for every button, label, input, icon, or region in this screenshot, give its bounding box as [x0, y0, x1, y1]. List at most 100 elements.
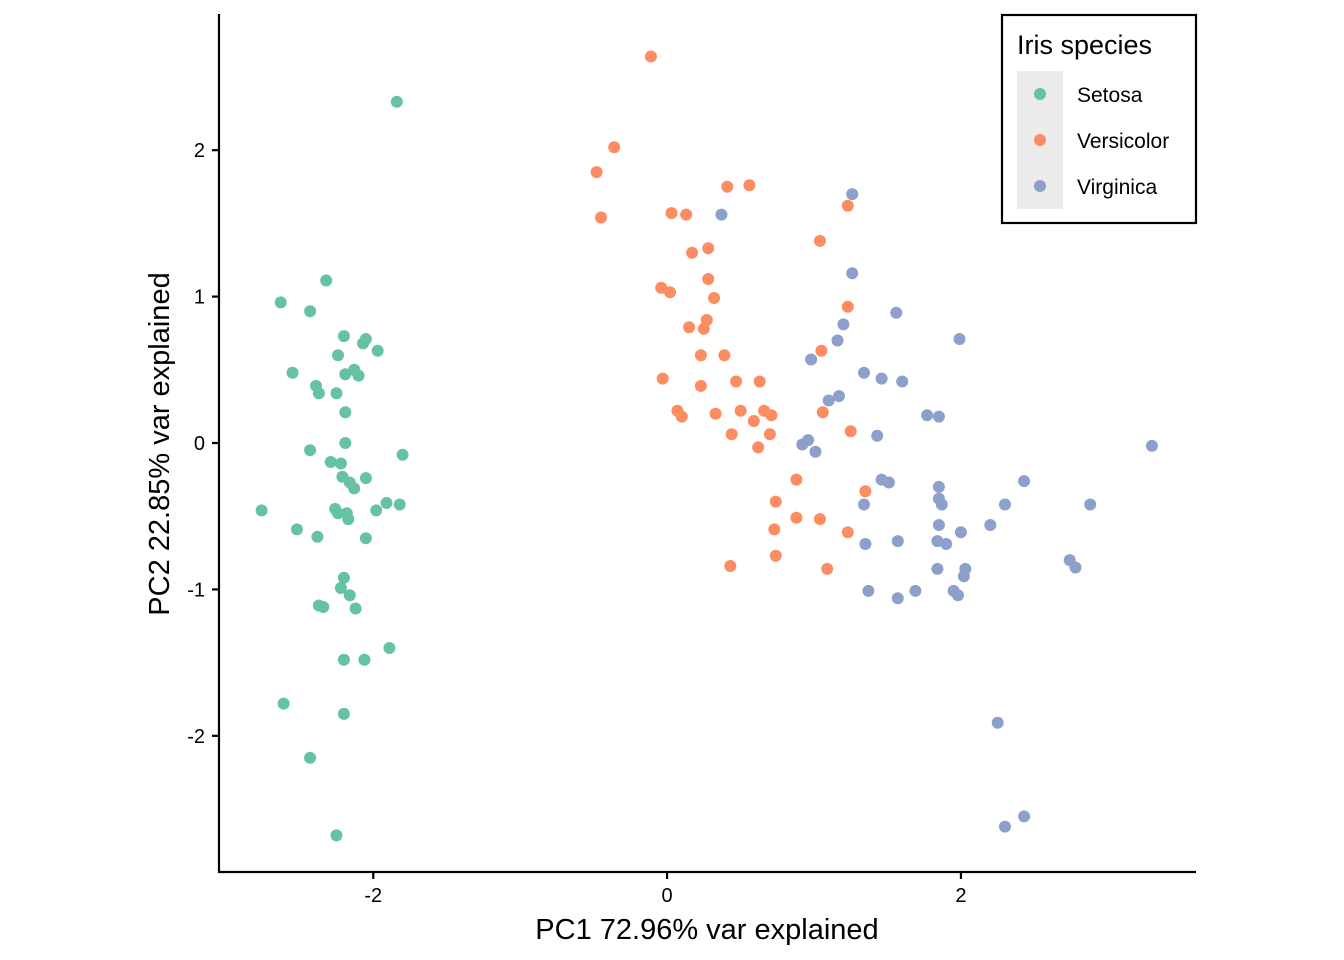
- point-versicolor-23: [656, 372, 669, 385]
- legend-title: Iris species: [1017, 30, 1152, 60]
- point-versicolor-46: [769, 549, 782, 562]
- legend-marker-setosa: [1034, 88, 1046, 100]
- point-virginica-23: [1018, 475, 1031, 488]
- y-tick-label-3: 1: [194, 287, 205, 309]
- point-virginica-38: [931, 562, 944, 575]
- point-versicolor-8: [841, 199, 854, 212]
- point-versicolor-41: [769, 495, 782, 508]
- point-virginica-26: [858, 498, 870, 511]
- point-virginica-5: [953, 333, 966, 345]
- point-virginica-21: [882, 476, 895, 489]
- point-versicolor-7: [680, 208, 693, 221]
- point-setosa-11: [352, 369, 365, 382]
- point-virginica-3: [890, 306, 903, 319]
- point-setosa-27: [393, 498, 406, 511]
- point-setosa-15: [330, 387, 343, 400]
- legend-label-versicolor: Versicolor: [1077, 130, 1169, 153]
- y-axis-ticks: -2 -1 0 1 2: [187, 140, 219, 748]
- point-virginica-1: [715, 208, 728, 221]
- x-axis-title: PC1 72.96% var explained: [535, 914, 878, 946]
- point-setosa-4: [337, 330, 350, 343]
- point-setosa-39: [343, 589, 356, 602]
- point-setosa-49: [330, 829, 343, 842]
- x-tick-label-2: 2: [955, 885, 966, 907]
- point-setosa-26: [380, 497, 393, 509]
- point-setosa-31: [370, 504, 383, 517]
- point-setosa-47: [337, 707, 350, 720]
- point-versicolor-6: [665, 207, 678, 220]
- legend-items: Setosa Versicolor Virginica: [1034, 84, 1169, 199]
- y-tick-label-2: 0: [194, 433, 205, 455]
- point-versicolor-34: [747, 415, 760, 427]
- y-tick-label-1: -1: [187, 579, 205, 601]
- point-setosa-25: [348, 482, 361, 495]
- y-tick-label-0: -2: [187, 726, 205, 748]
- point-virginica-11: [833, 390, 845, 403]
- point-virginica-37: [1069, 561, 1082, 574]
- point-virginica-15: [871, 429, 884, 442]
- point-virginica-28: [1084, 498, 1097, 511]
- point-versicolor-19: [697, 322, 710, 335]
- point-virginica-29: [932, 519, 945, 531]
- point-versicolor-47: [724, 560, 737, 572]
- point-setosa-36: [359, 532, 372, 545]
- point-virginica-2: [846, 267, 859, 280]
- point-setosa-0: [390, 95, 403, 108]
- point-virginica-35: [940, 538, 953, 550]
- point-setosa-6: [357, 337, 369, 350]
- point-setosa-2: [274, 296, 287, 309]
- point-virginica-18: [809, 445, 822, 458]
- point-virginica-7: [805, 353, 818, 366]
- point-setosa-3: [304, 305, 317, 318]
- point-setosa-45: [358, 653, 371, 666]
- point-versicolor-28: [709, 407, 722, 420]
- point-setosa-23: [359, 472, 372, 485]
- point-setosa-19: [396, 448, 409, 461]
- point-virginica-22: [932, 480, 945, 493]
- point-virginica-40: [957, 570, 970, 583]
- point-versicolor-33: [765, 409, 778, 422]
- point-versicolor-29: [734, 404, 747, 417]
- point-versicolor-20: [815, 344, 828, 357]
- point-setosa-18: [304, 444, 317, 457]
- point-versicolor-44: [768, 523, 781, 536]
- point-versicolor-40: [859, 485, 872, 498]
- point-setosa-17: [339, 437, 352, 449]
- point-versicolor-35: [725, 428, 738, 441]
- point-virginica-48: [999, 820, 1011, 833]
- point-versicolor-22: [718, 349, 731, 362]
- point-virginica-47: [1018, 810, 1031, 823]
- point-virginica-14: [932, 410, 945, 423]
- x-tick-label-1: 0: [662, 885, 673, 907]
- point-versicolor-2: [590, 166, 603, 179]
- point-virginica-6: [831, 334, 844, 347]
- point-virginica-31: [954, 526, 967, 539]
- point-setosa-35: [311, 530, 324, 543]
- point-versicolor-18: [683, 321, 696, 334]
- point-versicolor-48: [821, 562, 834, 575]
- point-setosa-7: [371, 344, 384, 357]
- point-virginica-25: [935, 498, 948, 511]
- x-axis-ticks: -2 0 2: [364, 872, 966, 907]
- point-versicolor-16: [841, 300, 854, 313]
- point-versicolor-1: [608, 141, 621, 154]
- point-versicolor-36: [763, 428, 776, 441]
- point-versicolor-11: [813, 234, 826, 247]
- point-versicolor-43: [813, 513, 826, 526]
- point-virginica-17: [796, 438, 809, 451]
- point-virginica-13: [921, 409, 934, 422]
- point-virginica-8: [858, 366, 870, 379]
- point-virginica-0: [846, 188, 859, 201]
- y-axis-title: PC2 22.85% var explained: [144, 272, 176, 615]
- point-versicolor-31: [675, 410, 688, 423]
- point-virginica-33: [891, 535, 904, 548]
- point-setosa-10: [339, 368, 352, 381]
- point-versicolor-14: [664, 286, 676, 299]
- point-setosa-34: [290, 523, 303, 536]
- point-virginica-19: [1145, 439, 1158, 452]
- point-setosa-44: [337, 653, 350, 666]
- legend: Iris species Setosa Versicolor Virginica: [1000, 13, 1198, 225]
- point-versicolor-24: [730, 375, 743, 388]
- point-virginica-41: [862, 584, 875, 597]
